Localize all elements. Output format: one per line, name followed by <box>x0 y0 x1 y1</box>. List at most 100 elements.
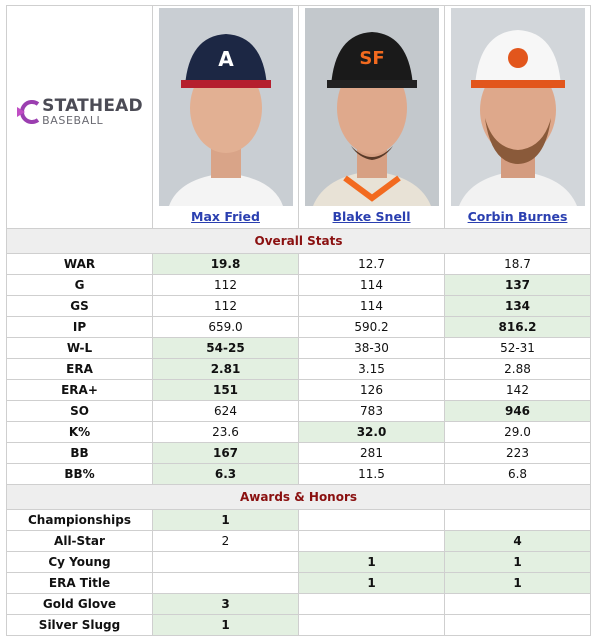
stat-row: SO 624 783 946 <box>6 400 591 422</box>
stat-value: 11.5 <box>298 463 445 485</box>
player-link[interactable]: Corbin Burnes <box>467 209 568 224</box>
stat-value: 6.3 <box>152 463 299 485</box>
stat-value: 112 <box>152 274 299 296</box>
stat-value: 783 <box>298 400 445 422</box>
stat-value <box>152 551 299 573</box>
stat-row: Cy Young 1 1 <box>6 551 591 573</box>
stat-label: ERA Title <box>6 572 153 594</box>
stat-row: Gold Glove 3 <box>6 593 591 615</box>
stat-label: SO <box>6 400 153 422</box>
stat-value: 624 <box>152 400 299 422</box>
logo-cell: STATHEAD BASEBALL <box>6 5 153 229</box>
stat-label: ERA <box>6 358 153 380</box>
stat-value <box>152 572 299 594</box>
stat-value: 4 <box>444 530 591 552</box>
section-row: Awards & Honors <box>6 484 591 510</box>
stat-value: 590.2 <box>298 316 445 338</box>
stat-label: Cy Young <box>6 551 153 573</box>
stat-value: 114 <box>298 295 445 317</box>
stat-row: Championships 1 <box>6 509 591 531</box>
stat-value <box>298 614 445 636</box>
stat-row: All-Star 2 4 <box>6 530 591 552</box>
stat-value <box>298 509 445 531</box>
section-row: Overall Stats <box>6 228 591 254</box>
comparison-table: STATHEAD BASEBALL A Max Fried <box>6 5 591 636</box>
logo-sub: BASEBALL <box>42 114 104 127</box>
stat-value: 52-31 <box>444 337 591 359</box>
stat-value <box>444 614 591 636</box>
player-photo: SF <box>304 8 439 206</box>
stat-value: 6.8 <box>444 463 591 485</box>
player-photo: A <box>158 8 293 206</box>
player-cell: A Max Fried <box>152 5 299 229</box>
stat-value: 38-30 <box>298 337 445 359</box>
stat-value: 29.0 <box>444 421 591 443</box>
svg-text:SF: SF <box>359 48 384 69</box>
stat-label: WAR <box>6 253 153 275</box>
stat-row: GS 112 114 134 <box>6 295 591 317</box>
logo: STATHEAD BASEBALL <box>7 98 152 126</box>
section-title: Awards & Honors <box>6 484 591 510</box>
stat-row: BB 167 281 223 <box>6 442 591 464</box>
stat-row: ERA+ 151 126 142 <box>6 379 591 401</box>
stat-value: 137 <box>444 274 591 296</box>
stat-row: WAR 19.8 12.7 18.7 <box>6 253 591 275</box>
stat-row: ERA 2.81 3.15 2.88 <box>6 358 591 380</box>
stat-label: ERA+ <box>6 379 153 401</box>
stat-row: W-L 54-25 38-30 52-31 <box>6 337 591 359</box>
stat-value: 167 <box>152 442 299 464</box>
player-photo <box>450 8 585 206</box>
stat-row: ERA Title 1 1 <box>6 572 591 594</box>
stat-label: Championships <box>6 509 153 531</box>
stat-label: BB% <box>6 463 153 485</box>
stat-value: 1 <box>444 551 591 573</box>
stat-label: GS <box>6 295 153 317</box>
stat-value: 3 <box>152 593 299 615</box>
stat-value: 23.6 <box>152 421 299 443</box>
stat-value: 946 <box>444 400 591 422</box>
stat-label: All-Star <box>6 530 153 552</box>
stat-value: 1 <box>152 509 299 531</box>
stat-value: 19.8 <box>152 253 299 275</box>
svg-text:A: A <box>218 47 234 71</box>
stat-value <box>298 593 445 615</box>
stat-value: 142 <box>444 379 591 401</box>
stat-label: W-L <box>6 337 153 359</box>
header-row: STATHEAD BASEBALL A Max Fried <box>6 5 591 229</box>
stat-value: 54-25 <box>152 337 299 359</box>
stat-value: 114 <box>298 274 445 296</box>
player-link[interactable]: Max Fried <box>191 209 260 224</box>
stat-value: 134 <box>444 295 591 317</box>
player-cell: SF Blake Snell <box>298 5 445 229</box>
stat-row: Silver Slugg 1 <box>6 614 591 636</box>
stat-value: 2 <box>152 530 299 552</box>
stat-value: 1 <box>298 572 445 594</box>
stat-value: 1 <box>152 614 299 636</box>
stat-value: 2.88 <box>444 358 591 380</box>
stat-row: G 112 114 137 <box>6 274 591 296</box>
stat-value: 1 <box>298 551 445 573</box>
logo-brand: STATHEAD <box>42 96 143 116</box>
stat-value: 112 <box>152 295 299 317</box>
comparison: STATHEAD BASEBALL A Max Fried <box>6 5 591 636</box>
stat-label: Gold Glove <box>6 593 153 615</box>
stat-value: 816.2 <box>444 316 591 338</box>
stat-value: 659.0 <box>152 316 299 338</box>
section-title: Overall Stats <box>6 228 591 254</box>
stat-row: IP 659.0 590.2 816.2 <box>6 316 591 338</box>
stat-value: 18.7 <box>444 253 591 275</box>
player-link[interactable]: Blake Snell <box>332 209 411 224</box>
stat-label: Silver Slugg <box>6 614 153 636</box>
stat-value: 2.81 <box>152 358 299 380</box>
stat-value: 281 <box>298 442 445 464</box>
stat-value <box>298 530 445 552</box>
stat-value: 223 <box>444 442 591 464</box>
stat-value: 151 <box>152 379 299 401</box>
player-cell: Corbin Burnes <box>444 5 591 229</box>
logo-icon <box>17 100 40 124</box>
stat-value: 1 <box>444 572 591 594</box>
stat-value: 12.7 <box>298 253 445 275</box>
stat-label: BB <box>6 442 153 464</box>
stat-value <box>444 593 591 615</box>
